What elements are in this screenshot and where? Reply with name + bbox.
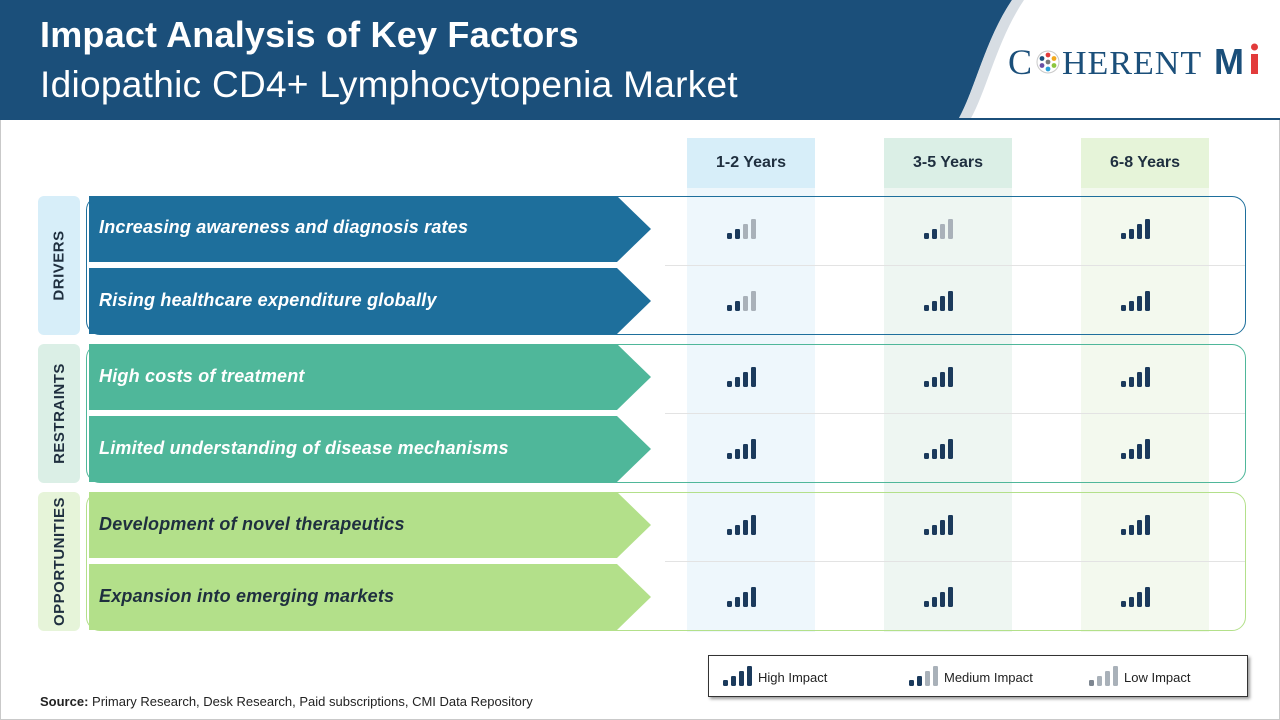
high-impact-icon [1121, 587, 1161, 613]
page-title: Impact Analysis of Key Factors [40, 14, 579, 55]
high-impact-icon [924, 587, 964, 613]
medium-impact-icon [909, 665, 938, 689]
svg-text:M: M [1214, 41, 1244, 82]
high-impact-icon [723, 665, 752, 689]
row-separator [665, 413, 1245, 414]
legend-label-low: Low Impact [1124, 669, 1191, 685]
column-strip-1-2-years [687, 188, 815, 632]
row-label: Rising healthcare expenditure globally [99, 289, 437, 310]
drivers-tab: DRIVERS [38, 196, 80, 335]
high-impact-icon [924, 367, 964, 393]
source-label: Source: [40, 694, 89, 709]
row-label: Increasing awareness and diagnosis rates [99, 216, 469, 237]
row-arrow-opportunities-2 [89, 564, 651, 630]
high-impact-icon [727, 367, 767, 393]
svg-text:HERENT: HERENT [1062, 45, 1202, 82]
row-arrow-drivers-1 [89, 196, 651, 262]
row-arrow-restraints-2 [89, 416, 651, 482]
row-arrow-opportunities-1 [89, 492, 651, 558]
column-header-1-2-years: 1-2 Years [687, 138, 815, 188]
row-label: Development of novel therapeutics [99, 513, 405, 534]
opportunities-group-outline [86, 492, 1246, 631]
high-impact-icon [1121, 439, 1161, 465]
medium-impact-icon [727, 291, 767, 317]
legend-item-low: Low Impact [1089, 656, 1190, 698]
legend-label-medium: Medium Impact [944, 669, 1033, 685]
opportunities-tab-label: OPPORTUNITIES [50, 496, 68, 627]
row-separator [665, 561, 1245, 562]
page-subtitle: Idiopathic CD4+ Lymphocytopenia Market [40, 64, 738, 105]
row-arrow-drivers-2 [89, 268, 651, 334]
column-header-3-5-years: 3-5 Years [884, 138, 1012, 188]
drivers-tab-label: DRIVERS [50, 230, 68, 301]
high-impact-icon [924, 291, 964, 317]
source-text: Primary Research, Desk Research, Paid su… [92, 694, 533, 709]
header-background [0, 0, 1280, 120]
high-impact-icon [727, 439, 767, 465]
column-strip-3-5-years [884, 188, 1012, 632]
svg-text:C: C [1008, 42, 1032, 82]
low-impact-icon [1089, 665, 1118, 689]
opportunities-tab: OPPORTUNITIES [38, 492, 80, 631]
legend-item-high: High Impact [723, 656, 827, 698]
row-label: High costs of treatment [99, 365, 305, 386]
high-impact-icon [727, 515, 767, 541]
high-impact-icon [924, 515, 964, 541]
header-banner: Impact Analysis of Key Factors Idiopathi… [0, 0, 1280, 120]
column-strip-6-8-years [1081, 188, 1209, 632]
source-note: Source: Primary Research, Desk Research,… [40, 694, 533, 709]
high-impact-icon [924, 439, 964, 465]
column-header-6-8-years: 6-8 Years [1081, 138, 1209, 188]
legend-item-medium: Medium Impact [909, 656, 1033, 698]
row-label: Limited understanding of disease mechani… [99, 437, 509, 458]
high-impact-icon [727, 587, 767, 613]
restraints-group-outline [86, 344, 1246, 483]
medium-impact-icon [727, 219, 767, 245]
coherent-mi-logo: C HERENT M [1008, 41, 1258, 82]
high-impact-icon [1121, 515, 1161, 541]
restraints-tab: RESTRAINTS [38, 344, 80, 483]
high-impact-icon [1121, 367, 1161, 393]
medium-impact-icon [924, 219, 964, 245]
legend: High Impact Medium Impact Low Impact [708, 655, 1248, 697]
high-impact-icon [1121, 219, 1161, 245]
row-label: Expansion into emerging markets [99, 585, 395, 606]
row-arrow-restraints-1 [89, 344, 651, 410]
legend-label-high: High Impact [758, 669, 828, 685]
row-separator [665, 265, 1245, 266]
restraints-tab-label: RESTRAINTS [50, 363, 68, 464]
drivers-group-outline [86, 196, 1246, 335]
high-impact-icon [1121, 291, 1161, 317]
